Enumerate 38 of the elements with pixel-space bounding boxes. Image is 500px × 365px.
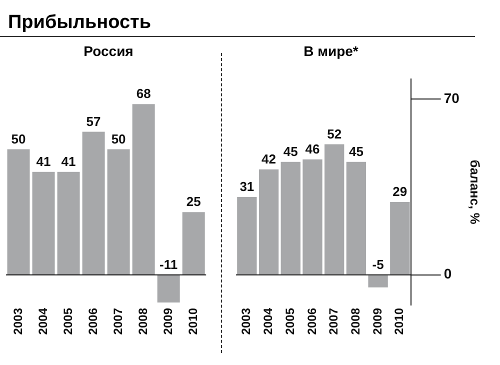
data-label: 25 [186, 194, 201, 210]
x-tick-label: 2003 [10, 308, 25, 335]
data-label: 57 [86, 114, 101, 129]
x-tick-label: 2006 [86, 308, 100, 335]
data-label: 41 [36, 154, 51, 169]
x-tick-label: 2010 [392, 308, 406, 335]
y-axis-title: баланс, % [468, 160, 483, 225]
x-tick-label: 2007 [110, 308, 125, 335]
x-tick-label: 2004 [261, 308, 276, 335]
chart-subtitle: Россия [82, 43, 134, 61]
data-label: 45 [283, 144, 298, 159]
x-tick-label: 2005 [60, 308, 75, 335]
data-label: 41 [61, 154, 76, 169]
data-label: 31 [240, 179, 254, 194]
data-label: 29 [392, 184, 408, 200]
data-label: 68 [136, 86, 151, 102]
x-tick-label: 2005 [282, 308, 297, 335]
data-label: 46 [305, 141, 320, 156]
data-label: 50 [111, 131, 126, 146]
x-tick-label: 2008 [136, 308, 150, 335]
x-tick-label: 2009 [160, 308, 175, 335]
data-label: 45 [348, 144, 364, 159]
data-label: -5 [372, 256, 384, 272]
data-label: 42 [262, 151, 276, 166]
y-tick-label: 0 [444, 266, 452, 282]
x-tick-label: 2010 [186, 308, 200, 335]
chart-subtitle: В мире* [302, 43, 360, 61]
x-tick-label: 2004 [36, 308, 50, 335]
x-tick-label: 2006 [304, 308, 319, 335]
x-tick-label: 2003 [239, 308, 254, 335]
chart-title: Прибыльность [0, 0, 475, 37]
y-tick-label: 70 [444, 90, 460, 106]
data-label: -11 [160, 256, 178, 272]
data-label: 50 [11, 131, 26, 146]
x-tick-label: 2009 [370, 308, 384, 335]
x-tick-label: 2007 [326, 308, 341, 335]
data-label: 52 [327, 126, 342, 142]
x-tick-label: 2008 [348, 308, 363, 335]
